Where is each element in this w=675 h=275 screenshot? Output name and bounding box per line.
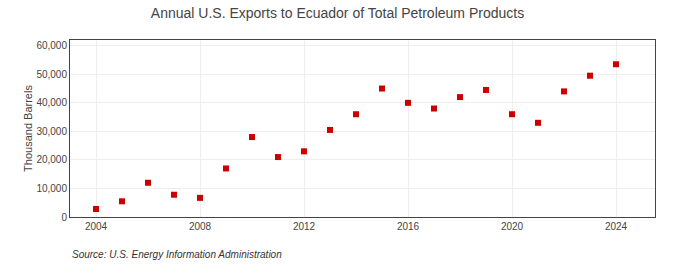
svg-text:0: 0 [61,212,67,223]
svg-text:2024: 2024 [605,221,628,232]
svg-text:60,000: 60,000 [36,40,67,51]
svg-text:2008: 2008 [189,221,212,232]
svg-text:10,000: 10,000 [36,183,67,194]
svg-text:2016: 2016 [397,221,420,232]
svg-text:Annual U.S. Exports to Ecuador: Annual U.S. Exports to Ecuador of Total … [151,5,524,21]
svg-text:50,000: 50,000 [36,69,67,80]
svg-text:40,000: 40,000 [36,97,67,108]
svg-text:2020: 2020 [501,221,524,232]
svg-text:Thousand Barrels: Thousand Barrels [22,85,34,172]
svg-text:2004: 2004 [85,221,108,232]
svg-text:20,000: 20,000 [36,154,67,165]
svg-text:Source: U.S. Energy Informatio: Source: U.S. Energy Information Administ… [72,249,282,260]
svg-text:30,000: 30,000 [36,126,67,137]
svg-text:2012: 2012 [293,221,316,232]
